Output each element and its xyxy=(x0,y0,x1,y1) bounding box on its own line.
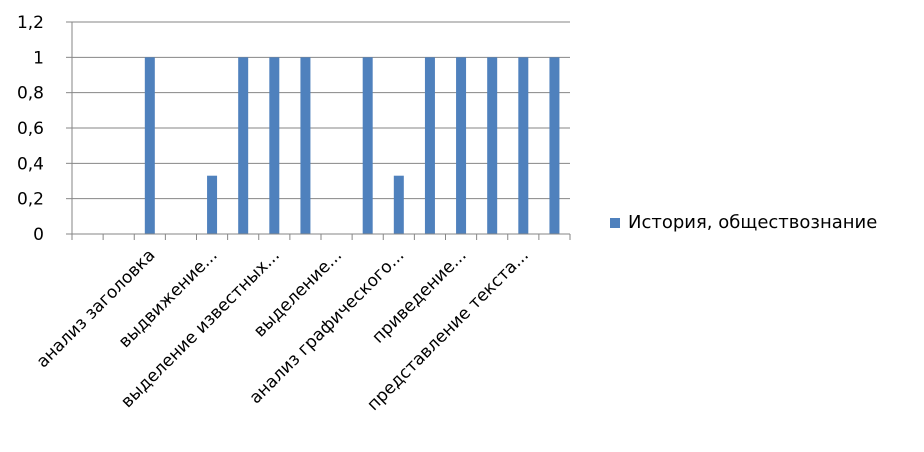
bar xyxy=(144,57,155,235)
x-tick-label: анализ заголовка xyxy=(33,245,160,372)
y-tick-label: 0,4 xyxy=(17,154,44,174)
y-tick-label: 1,2 xyxy=(17,13,44,33)
y-tick-label: 0 xyxy=(33,225,44,245)
legend-swatch xyxy=(610,218,620,228)
bar xyxy=(238,57,249,235)
bar xyxy=(549,57,560,235)
y-tick-label: 0,8 xyxy=(17,84,44,104)
y-tick-label: 1 xyxy=(33,48,44,68)
bar xyxy=(207,175,218,234)
bar xyxy=(487,57,498,235)
bar xyxy=(300,57,311,235)
y-tick-label: 0,2 xyxy=(17,190,44,210)
bar xyxy=(518,57,529,235)
bar xyxy=(393,175,404,234)
bar xyxy=(456,57,467,235)
bar xyxy=(424,57,435,235)
legend-label: История, обществознание xyxy=(628,212,878,233)
bar xyxy=(362,57,373,235)
legend: История, обществознание xyxy=(610,210,924,236)
bar xyxy=(269,57,280,235)
y-tick-label: 0,6 xyxy=(17,119,44,139)
